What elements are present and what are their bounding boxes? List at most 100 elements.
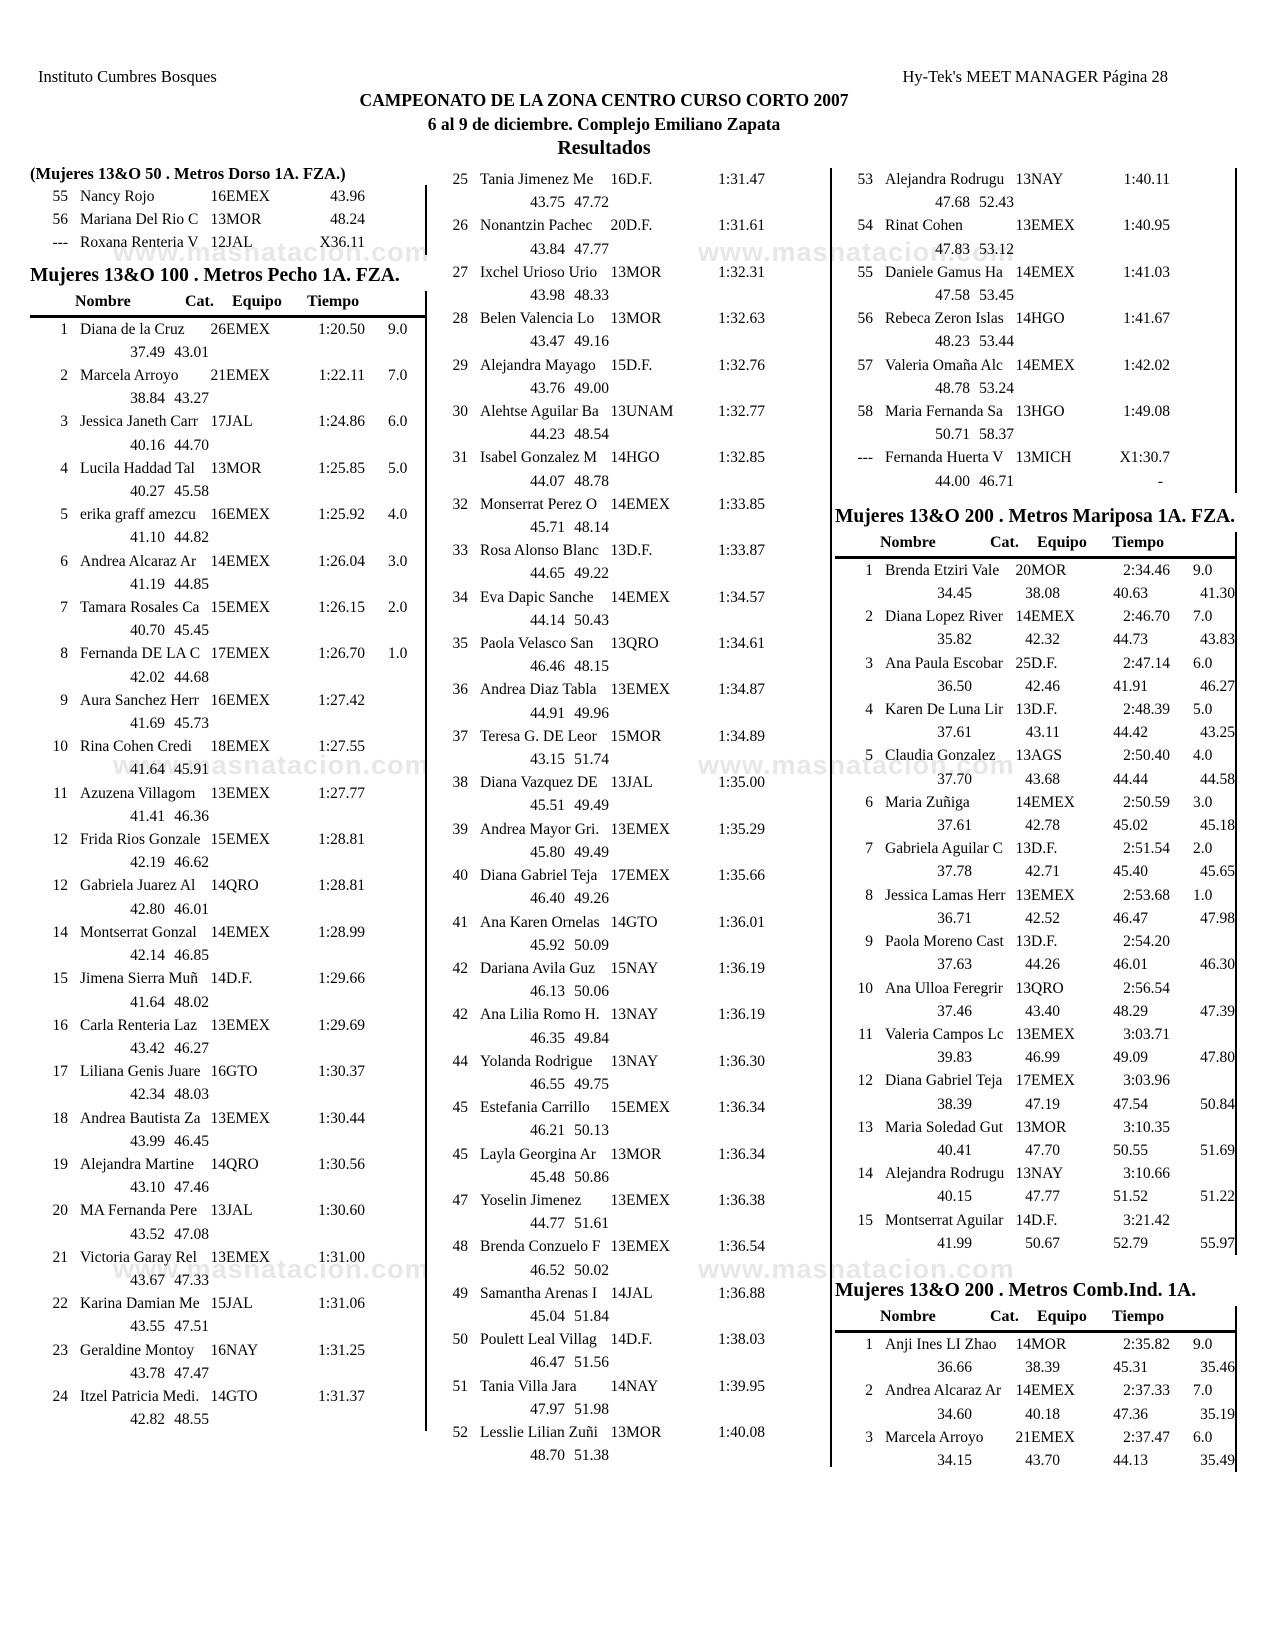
points	[765, 1143, 830, 1166]
split-time: 44.26	[1025, 956, 1060, 974]
age-team: 13MOR	[605, 1421, 690, 1444]
result-row: 27 Ixchel Urioso Urio 13MOR 1:32.31	[430, 261, 830, 284]
age-team: 17EMEX	[1010, 1069, 1095, 1092]
rank: 37	[452, 727, 469, 745]
age-team: 21EMEX	[205, 364, 290, 387]
age-team: 16EMEX	[205, 689, 290, 712]
result-row: 45 Estefania Carrillo 15EMEX 1:36.34	[430, 1096, 830, 1119]
age-team: 14EMEX	[605, 493, 690, 516]
age-team: 13NAY	[605, 1003, 690, 1026]
team: D.F.	[1031, 701, 1058, 719]
points	[1170, 446, 1235, 469]
rank: 55	[857, 263, 874, 281]
team: EMEX	[626, 867, 670, 885]
split-time: 46.99	[1025, 1049, 1060, 1067]
result-row: 50 Poulett Leal Villag 14D.F. 1:38.03	[430, 1328, 830, 1351]
team: EMEX	[1031, 608, 1075, 626]
age-team: 13QRO	[605, 632, 690, 655]
split-time: 42.78	[1025, 817, 1060, 835]
swimmer-name: Marcela Arroyo	[80, 367, 179, 385]
final-time: 1:36.01	[718, 913, 765, 931]
split-time: 49.96	[574, 704, 609, 722]
rank: ---	[857, 449, 874, 467]
points	[765, 1003, 830, 1026]
swimmer-name: Victoria Garay Rel	[80, 1248, 197, 1266]
team: EMEX	[226, 831, 270, 849]
age: 16	[210, 1341, 227, 1359]
team: D.F.	[1031, 933, 1058, 951]
splits-row: 43.67 47.33	[30, 1269, 425, 1292]
age: 13	[610, 1238, 627, 1256]
split-time: 42.34	[130, 1086, 165, 1104]
age-team: 17JAL	[205, 410, 290, 433]
points: 9.0	[388, 320, 408, 338]
final-time: 1:34.89	[718, 727, 765, 745]
split-time: 43.52	[130, 1225, 165, 1243]
split-time: 48.23	[935, 333, 970, 351]
result-row: 34 Eva Dapic Sanche 14EMEX 1:34.57	[430, 586, 830, 609]
points	[365, 782, 425, 805]
app-page-header: Hy-Tek's MEET MANAGER Página 28	[902, 67, 1169, 86]
rank: ---	[52, 234, 69, 252]
result-row: 40 Diana Gabriel Teja 17EMEX 1:35.66	[430, 864, 830, 887]
meet-title: CAMPEONATO DE LA ZONA CENTRO CURSO CORTO…	[359, 90, 849, 110]
age: 13	[610, 1052, 627, 1070]
points: 7.0	[1193, 1382, 1213, 1400]
split-time: 44.91	[530, 704, 565, 722]
rank: 41	[452, 913, 469, 931]
final-time: 3:10.66	[1123, 1165, 1170, 1183]
splits-row: 40.41 47.70 50.55 51.69	[835, 1139, 1235, 1162]
splits-row: 43.78 47.47	[30, 1362, 425, 1385]
result-row: 56 Mariana Del Rio C 13MOR 48.24	[30, 208, 425, 231]
age: 20	[1015, 561, 1032, 579]
split-time: 44.00	[935, 472, 970, 490]
result-row: 36 Andrea Diaz Tabla 13EMEX 1:34.87	[430, 678, 830, 701]
swimmer-name: Tania Villa Jara	[480, 1377, 577, 1395]
split-time: 37.70	[937, 770, 972, 788]
age: 13	[210, 1202, 227, 1220]
splits-row: 37.70 43.68 44.44 44.58	[835, 768, 1235, 791]
split-time: 47.58	[935, 287, 970, 305]
split-time: 40.41	[937, 1141, 972, 1159]
final-time: 1:20.50	[318, 320, 365, 338]
final-time: 48.24	[330, 211, 365, 229]
points	[765, 1282, 830, 1305]
points	[365, 921, 425, 944]
split-time: 34.45	[937, 585, 972, 603]
team: MOR	[1031, 561, 1067, 579]
age: 13	[1015, 747, 1032, 765]
rank: 20	[52, 1202, 69, 1220]
swimmer-name: Ana Karen Ornelas	[480, 913, 600, 931]
swimmer-name: Paola Velasco San	[480, 635, 594, 653]
split-time: 34.15	[937, 1451, 972, 1469]
team: EMEX	[1031, 793, 1075, 811]
final-time: 1:33.85	[718, 495, 765, 513]
age: 16	[210, 1063, 227, 1081]
final-time: 1:34.87	[718, 681, 765, 699]
age: 14	[1015, 793, 1032, 811]
swimmer-name: Andrea Mayor Gri.	[480, 820, 600, 838]
rank: 22	[52, 1295, 69, 1313]
split-time: 46.71	[979, 472, 1014, 490]
split-time: 44.58	[1200, 770, 1235, 788]
final-time: 2:56.54	[1123, 979, 1170, 997]
age: 13	[1015, 979, 1032, 997]
final-time: 1:22.11	[318, 367, 365, 385]
age-team: 13EMEX	[1010, 1023, 1095, 1046]
split-time: 43.55	[130, 1318, 165, 1336]
split-time: 37.49	[130, 343, 165, 361]
swimmer-name: Diana Lopez River	[885, 608, 1003, 626]
split-time: 51.56	[574, 1354, 609, 1372]
swimmer-name: MA Fernanda Pere	[80, 1202, 198, 1220]
splits-row: 43.10 47.46	[30, 1176, 425, 1199]
swimmer-name: Claudia Gonzalez	[885, 747, 996, 765]
splits-row: 48.23 53.44	[835, 330, 1235, 353]
final-time: 1:26.04	[318, 552, 365, 570]
split-time: 46.46	[530, 658, 565, 676]
result-row: 13 Maria Soledad Gut 13MOR 3:10.35	[835, 1116, 1235, 1139]
points: 1.0	[388, 645, 408, 663]
swimmer-name: Valeria Campos Lc	[885, 1025, 1004, 1043]
results-table: 53 Alejandra Rodrugu 13NAY 1:40.11 47.68 52.4…	[835, 168, 1237, 493]
splits-row: 37.61 42.78 45.02 45.18	[835, 814, 1235, 837]
split-time: 46.85	[174, 947, 209, 965]
